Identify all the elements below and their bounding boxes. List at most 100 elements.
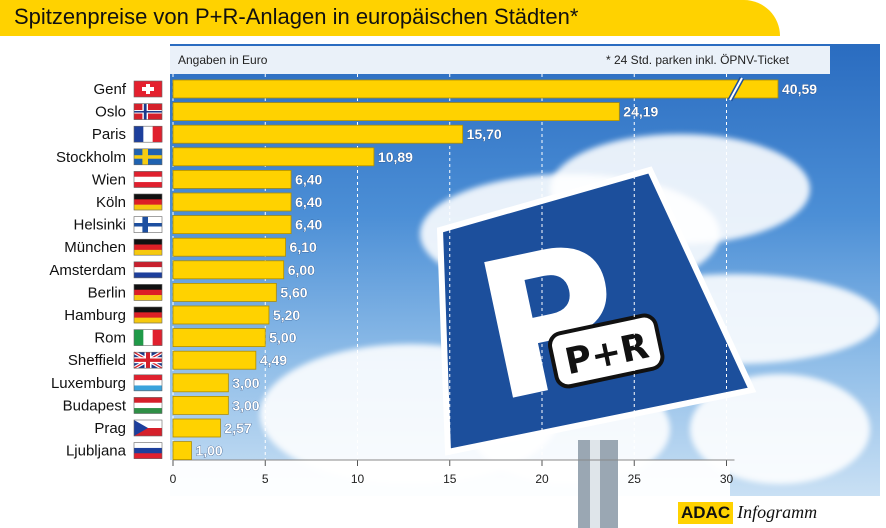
flag-stripe	[134, 397, 162, 404]
city-label: Prag	[94, 420, 126, 437]
flag-stripe	[134, 249, 162, 256]
x-tick-label: 5	[262, 472, 269, 486]
bar	[172, 79, 779, 99]
flag-stripe	[134, 312, 162, 318]
value-label: 15,70	[467, 126, 502, 142]
sign-pole-highlight	[590, 440, 600, 528]
flag-stripe	[134, 329, 144, 346]
x-tick-label: 15	[443, 472, 457, 486]
flag-stripe	[134, 374, 162, 381]
bar	[172, 418, 221, 438]
flag-stripe	[134, 194, 162, 200]
flag-cross	[134, 358, 162, 362]
x-tick-label: 10	[351, 472, 365, 486]
value-label: 3,00	[232, 397, 259, 413]
flag-icon	[133, 238, 163, 256]
bar-row: Prag 2,57	[94, 418, 252, 438]
parking-sign: P P+R	[436, 166, 757, 528]
flag-border	[133, 125, 163, 143]
flag-stripe	[134, 199, 162, 205]
flag-icon	[133, 216, 163, 233]
x-tick-label: 20	[535, 472, 549, 486]
flag-stripe	[134, 428, 162, 436]
bar	[172, 328, 266, 348]
bar	[172, 350, 257, 370]
flag-icon	[133, 306, 163, 324]
flag-stripe	[134, 176, 162, 183]
flag-icon	[133, 329, 163, 346]
flag-stripe	[143, 329, 153, 346]
flag-icon	[133, 350, 163, 370]
flag-stripe	[134, 239, 162, 245]
flag-stripe	[134, 284, 162, 291]
flag-cross	[142, 87, 154, 91]
bar	[172, 102, 620, 121]
flag-stripe	[134, 380, 162, 386]
flag-border	[133, 103, 163, 120]
value-label: 6,10	[290, 239, 317, 255]
flag-stripe	[134, 126, 144, 143]
flag-icon	[133, 148, 163, 166]
flag-border	[133, 80, 163, 98]
flag-icon	[133, 374, 163, 392]
city-label: Luxemburg	[51, 375, 126, 392]
flag-cross	[134, 223, 162, 227]
bar-row: Paris 15,70	[92, 124, 502, 144]
bar	[172, 192, 292, 212]
bars: Genf 40,59 Oslo 24,19 Paris 15,70 Stockholm 10,…	[49, 76, 818, 461]
bar	[172, 373, 229, 393]
bar	[172, 124, 464, 144]
flag-border	[133, 374, 163, 392]
flag-stripe	[152, 126, 163, 143]
unit-label: Angaben in Euro	[178, 53, 268, 67]
bar-row: Luxemburg 3,00	[51, 373, 260, 393]
flag-border	[133, 442, 163, 459]
city-label: Oslo	[95, 104, 126, 121]
bar	[172, 260, 285, 280]
flag-stripe	[134, 442, 162, 449]
sign-board	[436, 166, 757, 456]
value-label: 4,49	[260, 352, 287, 368]
flag-icon	[133, 80, 163, 98]
city-label: Amsterdam	[49, 262, 126, 279]
flag-border	[133, 329, 163, 346]
value-label: 6,00	[288, 262, 315, 278]
flag-stripe	[134, 408, 162, 414]
city-label: Stockholm	[56, 149, 126, 166]
value-label: 6,40	[295, 217, 322, 233]
value-label: 5,60	[280, 284, 307, 300]
bar-row: Genf 40,59	[93, 76, 818, 102]
flag-border	[133, 284, 163, 301]
axis-break-mark	[729, 77, 743, 101]
bar-row: Berlin 5,60	[88, 282, 308, 302]
flag-stripe	[134, 267, 162, 273]
footer: ADAC Infogramm	[678, 502, 817, 524]
value-label: 3,00	[232, 375, 259, 391]
flag-stripe	[134, 261, 162, 268]
flag-icon	[133, 419, 163, 437]
value-label: 5,20	[273, 307, 300, 323]
bar-row: Stockholm 10,89	[56, 147, 413, 167]
brand-product: Infogramm	[737, 502, 818, 522]
flag-icon	[133, 103, 163, 120]
city-label: Hamburg	[64, 307, 126, 324]
flag-border	[133, 306, 163, 324]
flag-border	[133, 419, 163, 437]
bar-row: Helsinki 6,40	[73, 215, 323, 235]
bar	[172, 395, 229, 415]
flag-stripe	[134, 420, 162, 428]
flag-stripe	[134, 453, 162, 459]
city-label: Wien	[92, 171, 126, 188]
value-label: 6,40	[295, 171, 322, 187]
flag-border	[133, 261, 163, 279]
flag-stripe	[152, 329, 163, 346]
flag-icon	[133, 284, 163, 301]
flag-stripe	[134, 295, 162, 301]
brand-logo: ADAC	[678, 502, 734, 524]
flag-border	[133, 193, 163, 211]
x-tick-label: 25	[628, 472, 642, 486]
value-label: 24,19	[623, 104, 658, 120]
footnote: * 24 Std. parken inkl. ÖPNV-Ticket	[606, 53, 789, 67]
